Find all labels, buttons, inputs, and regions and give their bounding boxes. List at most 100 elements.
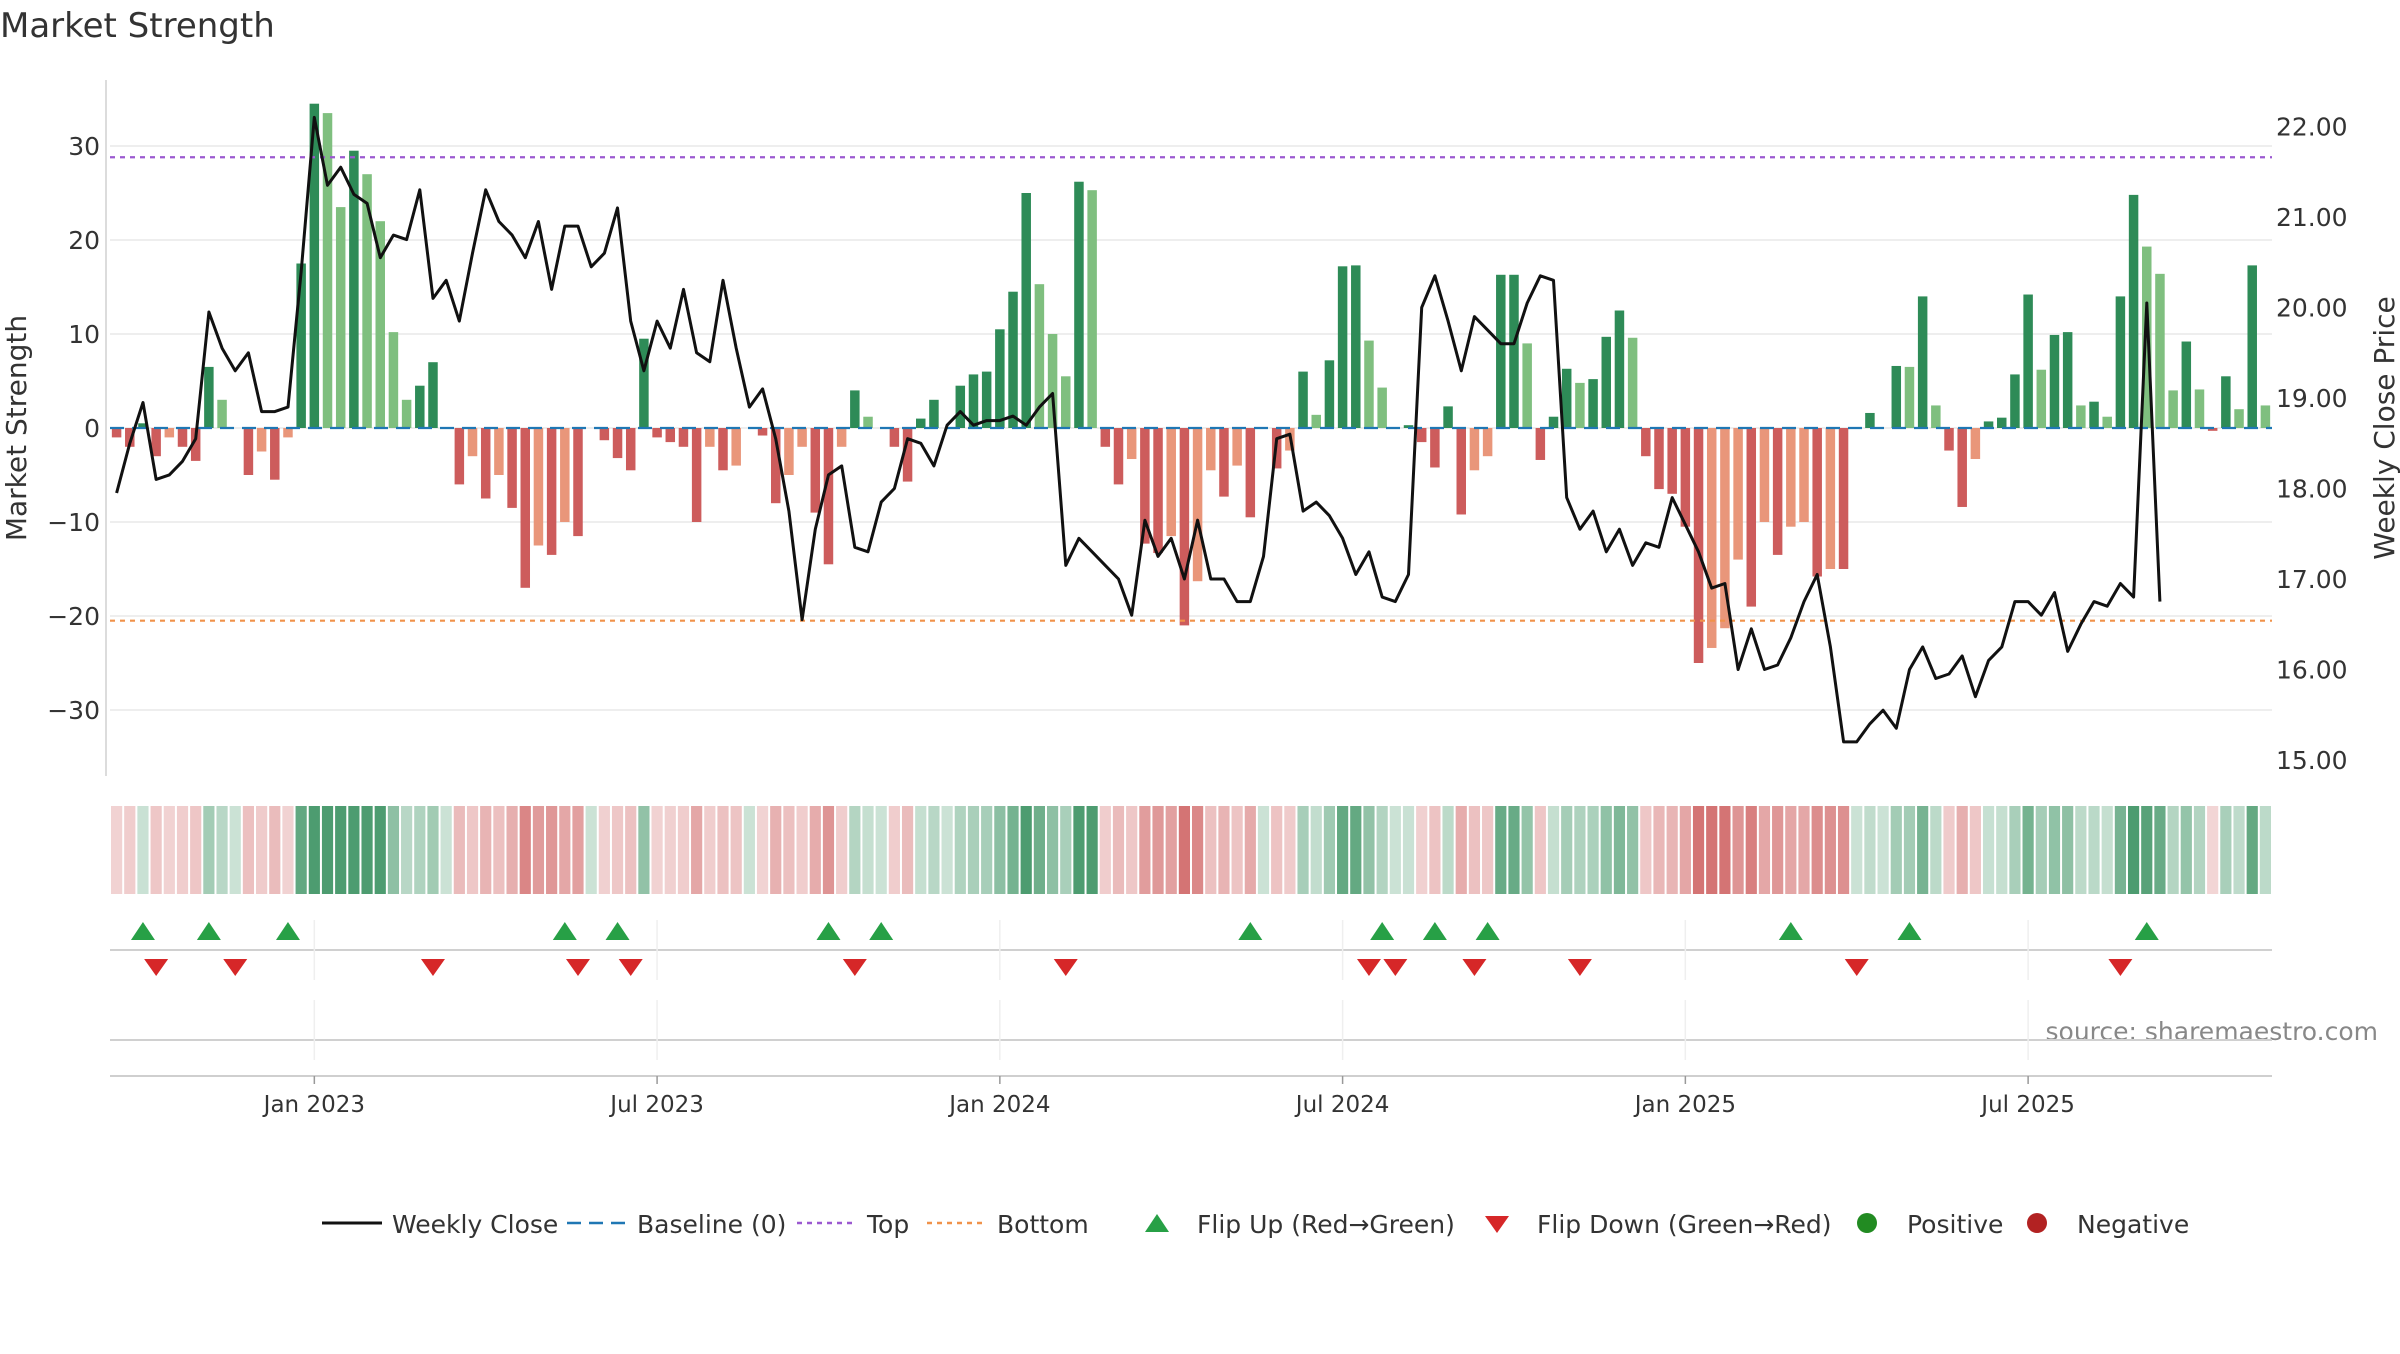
heat-cell xyxy=(229,806,241,894)
strength-bar xyxy=(968,374,979,428)
strength-bar xyxy=(1561,368,1572,428)
heat-cell xyxy=(335,806,347,894)
legend-label: Top xyxy=(866,1210,909,1239)
heat-cell xyxy=(1613,806,1626,894)
legend-swatch xyxy=(1145,1214,1169,1232)
heat-cell xyxy=(466,806,479,894)
strength-bar xyxy=(850,390,860,428)
heat-cell xyxy=(1376,806,1388,894)
legend-label: Negative xyxy=(2077,1210,2189,1239)
legend-item-bottom: Bottom xyxy=(927,1210,1089,1239)
strength-bar xyxy=(1865,412,1875,428)
strength-bar xyxy=(283,428,293,438)
strength-bar xyxy=(2155,273,2165,428)
heat-cell xyxy=(1244,806,1256,894)
legend-label: Bottom xyxy=(997,1210,1089,1239)
right-tick-label: 21.00 xyxy=(2276,203,2348,232)
heat-cell xyxy=(1046,806,1059,894)
heat-cell xyxy=(216,806,228,894)
heat-cell xyxy=(981,806,993,894)
heat-cell xyxy=(915,806,927,894)
heat-cell xyxy=(361,806,373,894)
heat-cell xyxy=(1073,806,1085,894)
strength-bar xyxy=(1522,343,1532,428)
heat-cell xyxy=(1508,806,1520,894)
strength-bar xyxy=(1693,428,1704,663)
heat-cell xyxy=(1284,806,1296,894)
strength-bar xyxy=(1153,428,1163,554)
heat-cell xyxy=(743,806,755,894)
heat-cell xyxy=(625,806,637,894)
heat-cell xyxy=(1205,806,1217,894)
strength-bar xyxy=(1641,428,1651,457)
flip-up-marker xyxy=(1238,922,1263,940)
heat-cell xyxy=(2114,806,2126,894)
y-axis-left-label: Market Strength xyxy=(0,315,33,541)
heat-cell xyxy=(2259,806,2271,894)
strength-bar xyxy=(1917,296,1928,428)
strength-bar xyxy=(111,428,122,438)
heat-cell xyxy=(1271,806,1283,894)
flip-up-marker xyxy=(1897,922,1922,940)
heat-cell xyxy=(242,806,255,894)
heat-cell xyxy=(1811,806,1823,894)
strength-bar xyxy=(665,428,676,443)
strength-bar xyxy=(2181,341,2192,428)
x-axis: Jan 2023 Jul 2023 Jan 2024 Jul 2024 Jan 2025… xyxy=(110,920,2272,1118)
flip-up-marker xyxy=(1370,922,1395,940)
strength-bar xyxy=(1535,428,1546,460)
strength-bar xyxy=(1061,376,1071,428)
strength-bar xyxy=(2234,409,2244,428)
flip-down-marker xyxy=(618,959,643,976)
heat-cell xyxy=(1574,806,1586,894)
heat-cell xyxy=(137,806,149,894)
heat-cell xyxy=(967,806,980,894)
heat-cell xyxy=(2127,806,2140,894)
legend-item-baseline: Baseline (0) xyxy=(567,1210,786,1239)
heat-cell xyxy=(1772,806,1784,894)
heat-cell xyxy=(190,806,202,894)
strength-bar xyxy=(428,362,438,428)
x-tick-label: Jul 2024 xyxy=(1294,1092,1390,1118)
heat-cell xyxy=(1996,806,2008,894)
strength-bar xyxy=(2194,389,2205,428)
strength-bar xyxy=(1746,428,1757,607)
heat-cell xyxy=(1482,806,1494,894)
heat-cell xyxy=(2009,806,2021,894)
weekly-close-line xyxy=(115,115,2162,744)
strength-bar xyxy=(889,428,900,447)
heat-cell xyxy=(572,806,584,894)
heat-cell xyxy=(282,806,294,894)
heat-cell xyxy=(1785,806,1797,894)
heat-cell xyxy=(809,806,821,894)
strength-bar xyxy=(2260,405,2271,428)
heat-cell xyxy=(1363,806,1375,894)
strength-bar xyxy=(1548,416,1559,428)
flip-down-marker xyxy=(842,959,867,976)
strength-bar xyxy=(256,428,267,452)
flip-down-marker xyxy=(420,959,445,976)
strength-bar xyxy=(1575,382,1585,428)
heat-cell xyxy=(1982,806,1995,894)
heat-cell xyxy=(506,806,518,894)
heat-cell xyxy=(1600,806,1612,894)
strength-bar xyxy=(836,428,847,447)
strength-bar xyxy=(770,428,781,504)
heat-cell xyxy=(2035,806,2047,894)
strength-bar xyxy=(902,428,913,482)
heat-cell xyxy=(2154,806,2166,894)
legend-swatch xyxy=(1485,1216,1509,1233)
legend-item-top: Top xyxy=(797,1210,909,1239)
strength-bar xyxy=(1245,428,1256,518)
strength-bar xyxy=(1588,379,1598,428)
strength-bar xyxy=(652,428,662,438)
heat-cell xyxy=(1416,806,1428,894)
strength-bar xyxy=(1074,181,1084,428)
heat-cell xyxy=(651,806,663,894)
heat-cell xyxy=(546,806,558,894)
strength-bar xyxy=(1430,428,1440,468)
heat-cell xyxy=(1534,806,1546,894)
strength-bar xyxy=(1403,425,1414,428)
heat-cell xyxy=(888,806,900,894)
